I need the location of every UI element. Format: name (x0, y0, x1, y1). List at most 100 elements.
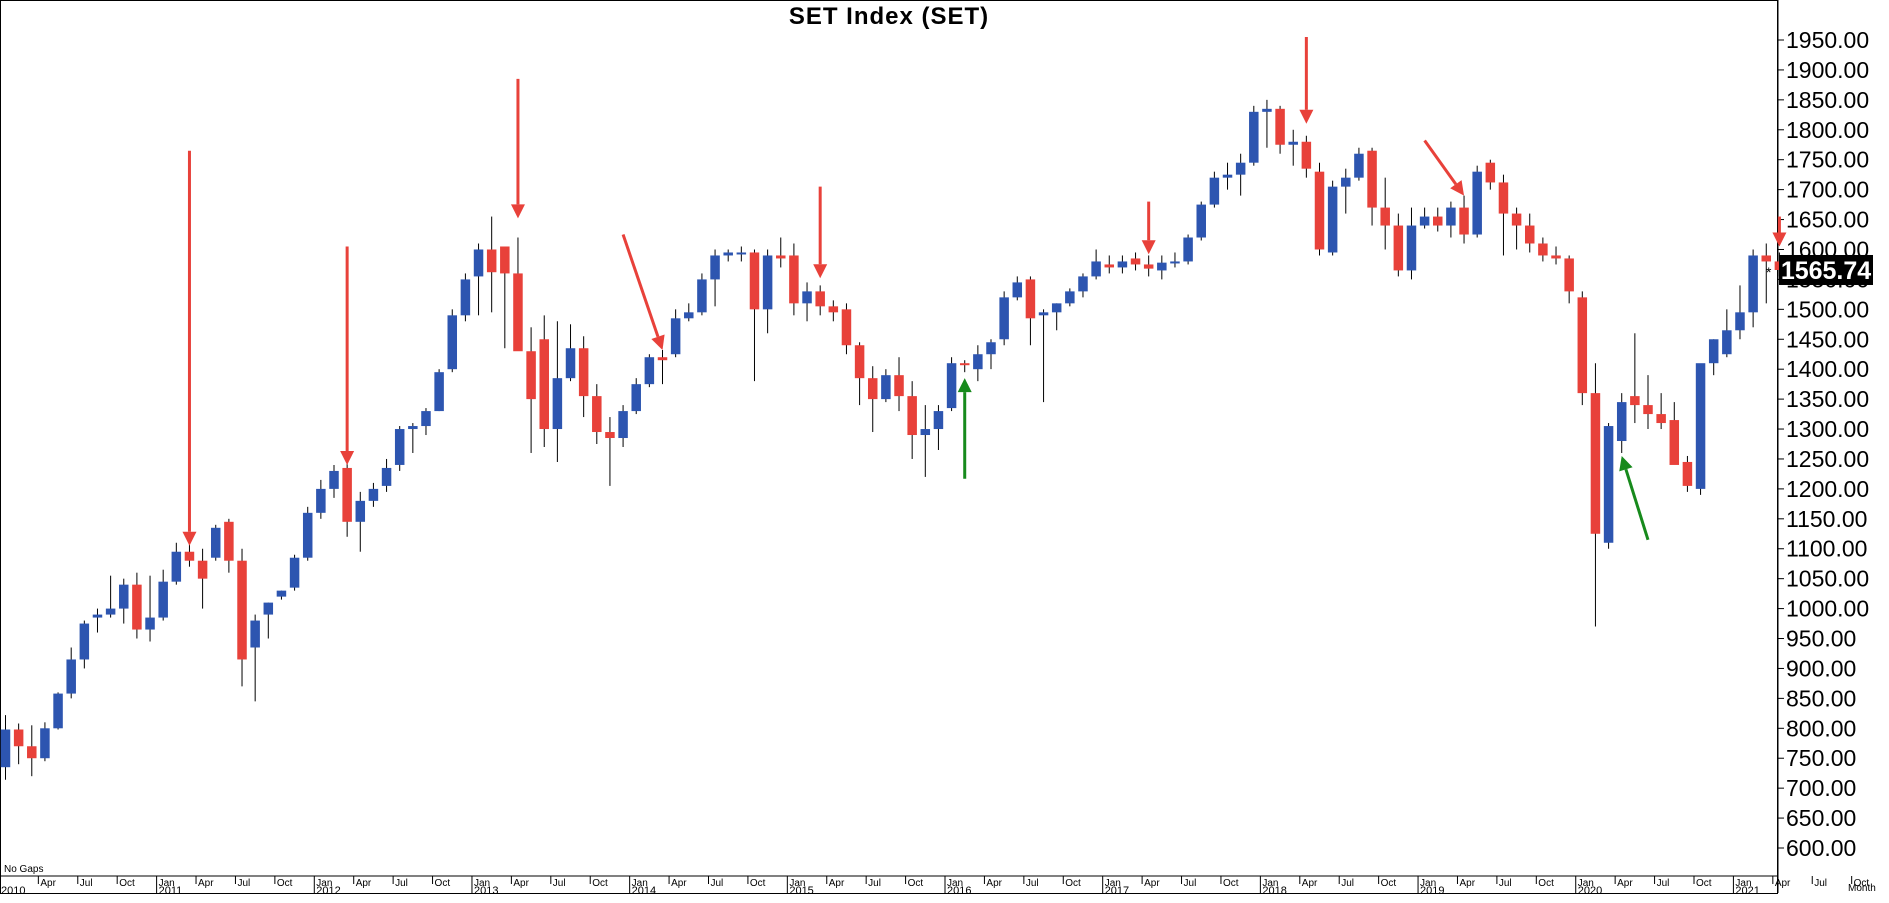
candle-body-down (224, 521, 234, 561)
candle (907, 381, 917, 459)
candle-body-up (1183, 237, 1193, 262)
candle (1249, 105, 1259, 166)
candle-body-up (1722, 330, 1732, 355)
y-tick-label: 600.00 (1786, 835, 1856, 861)
candle (1380, 177, 1390, 250)
candle (605, 417, 615, 486)
x-year-label: 2011 (159, 885, 183, 897)
candle (1288, 129, 1298, 166)
candle (250, 614, 260, 702)
candle (1157, 255, 1167, 280)
x-year-label: 2013 (474, 885, 498, 897)
candle (565, 324, 576, 382)
last-value-badge: 1565.74 * (1766, 254, 1873, 285)
candle-body-up (552, 378, 563, 430)
candle-body-up (723, 252, 733, 256)
candle-body-down (1433, 216, 1443, 226)
candle-body-down (1314, 171, 1325, 250)
x-month-label: Jan (1420, 878, 1436, 889)
candle (210, 524, 221, 561)
candle (27, 725, 37, 777)
arrow-head (957, 378, 972, 393)
candle (867, 366, 878, 433)
candle-body-down (1275, 108, 1285, 145)
candle (618, 405, 628, 447)
candle-body-up (1051, 303, 1062, 313)
candle (486, 216, 497, 313)
x-year-label: 2010 (1, 885, 25, 897)
candle (631, 378, 641, 415)
candle-body-up (66, 659, 76, 694)
candle-body-up (1157, 262, 1167, 271)
candle (1301, 135, 1312, 178)
candle (789, 243, 799, 316)
candle-body-down (1143, 264, 1154, 269)
candle-body-up (670, 318, 681, 355)
x-month-label: Jul (1341, 878, 1354, 889)
candle (92, 608, 103, 633)
candle-body-down (513, 273, 523, 352)
gaps-note: No Gaps (4, 864, 43, 875)
x-month-label: Oct (119, 878, 135, 889)
x-month-label: Jan (947, 878, 963, 889)
candle (1669, 402, 1680, 465)
candle (158, 569, 168, 621)
candle (276, 590, 287, 600)
candle (473, 243, 484, 316)
candle (1722, 309, 1732, 358)
x-month-label: Apr (513, 878, 529, 889)
arrow-annotation (340, 246, 355, 465)
x-month-label: Jul (1657, 878, 1670, 889)
candle-body-up (250, 620, 260, 648)
candle (1262, 99, 1272, 148)
x-year-label: 2017 (1105, 885, 1129, 897)
candle (1511, 207, 1522, 250)
x-month-label: Oct (1381, 878, 1397, 889)
x-month-label: Oct (1538, 878, 1554, 889)
candle (1616, 393, 1627, 453)
candle (999, 291, 1009, 346)
candle (1130, 252, 1141, 271)
candle-body-up (289, 557, 300, 588)
candle (79, 620, 90, 669)
candle (1170, 252, 1180, 268)
y-axis-tick-labels: 600.00 650.00 700.00 750.00 800.00 850.00 900.… (1786, 27, 1869, 861)
x-month-label: Apr (198, 878, 214, 889)
candle-body-up (1708, 339, 1719, 364)
candle-body-down (1511, 213, 1522, 226)
candle (1051, 303, 1062, 331)
candle (1183, 234, 1193, 265)
x-month-label: Jul (1184, 878, 1197, 889)
candle (1314, 162, 1325, 256)
arrow-annotation (510, 78, 525, 219)
candle (802, 282, 812, 322)
candle-body-up (210, 527, 221, 558)
candle-body-up (802, 291, 812, 304)
y-tick-label: 750.00 (1786, 745, 1856, 771)
candle-body-up (1695, 363, 1706, 489)
arrow-shaft (1624, 468, 1650, 541)
y-tick-label: 1500.00 (1786, 296, 1869, 322)
candle (0, 715, 11, 780)
candle (368, 482, 379, 507)
y-tick-label: 1700.00 (1786, 177, 1869, 203)
candle (1564, 255, 1574, 304)
candle (460, 273, 471, 322)
candle-body-down (1656, 414, 1666, 424)
candle (1748, 249, 1758, 328)
candle-body-up (1249, 111, 1259, 163)
candle-body-down (867, 378, 878, 400)
last-value-background (1779, 254, 1873, 285)
arrow-head (1450, 180, 1465, 196)
candle (302, 506, 313, 561)
candle (119, 578, 129, 624)
x-month-label: Oct (750, 878, 766, 889)
candle-body-up (263, 602, 274, 615)
candle-body-up (79, 623, 90, 660)
candle-body-down (1393, 225, 1404, 271)
candle (1078, 273, 1088, 298)
x-month-label: Apr (829, 878, 845, 889)
candle (1485, 159, 1496, 190)
x-month-label: Oct (592, 878, 608, 889)
candle (670, 309, 681, 358)
